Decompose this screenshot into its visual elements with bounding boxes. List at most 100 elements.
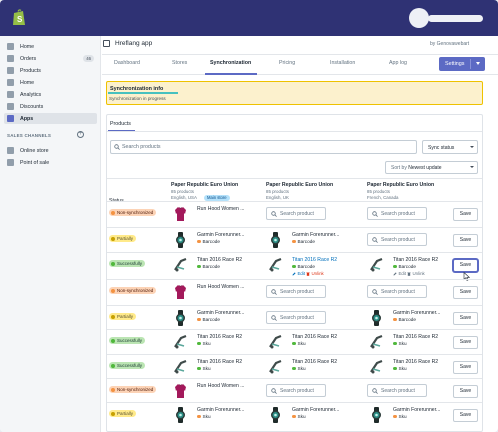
product-name: Titan 2016 Race R2 <box>393 359 439 365</box>
home-icon <box>7 79 14 86</box>
search-icon <box>372 237 378 243</box>
save-button[interactable]: Save <box>453 234 478 247</box>
identifier-dot <box>197 341 201 346</box>
trash-icon <box>306 271 310 276</box>
status-badge: Partially <box>109 235 137 242</box>
app-title: Hreflang app <box>115 40 153 47</box>
edit-label: Edit <box>398 271 407 276</box>
main-store-badge: Main store <box>204 195 230 201</box>
divider <box>107 131 482 132</box>
product-identifier: Sku <box>197 414 211 419</box>
product-name: Garmin Forerunner... <box>197 232 245 238</box>
orders-icon <box>7 55 14 62</box>
sync-banner-text: Synchronization in progress <box>109 96 166 101</box>
product-identifier: Barcode <box>197 264 220 269</box>
chevron-down-icon[interactable] <box>476 62 480 65</box>
search-product-input[interactable]: Search product <box>367 207 427 220</box>
status-label: Partially <box>117 236 134 241</box>
save-button[interactable]: Save <box>453 409 478 422</box>
active-tab-indicator <box>205 73 257 75</box>
save-button[interactable]: Save <box>453 208 478 221</box>
save-button[interactable]: Save <box>453 361 478 374</box>
search-products-input[interactable] <box>110 140 417 154</box>
status-dot <box>111 236 115 241</box>
product-identifier: Barcode <box>393 317 416 322</box>
search-product-input[interactable]: Search product <box>367 285 427 298</box>
product-name: Garmin Forerunner... <box>292 407 340 413</box>
tab-stores[interactable]: Stores <box>172 60 188 66</box>
tab-installation[interactable]: Installation <box>330 60 356 66</box>
avatar[interactable] <box>409 8 429 28</box>
tab-app-log[interactable]: App log <box>389 60 407 66</box>
product-name: Titan 2016 Race R2 <box>292 334 338 340</box>
product-name: Garmin Forerunner... <box>197 310 245 316</box>
search-product-placeholder: Search product <box>381 388 415 394</box>
search-product-input[interactable]: Search product <box>266 285 326 298</box>
product-identifier: Sku <box>292 414 306 419</box>
tab-dashboard[interactable]: Dashboard <box>114 60 140 66</box>
identifier-dot <box>197 414 201 419</box>
product-thumbnail <box>174 206 187 222</box>
analytics-icon <box>7 91 14 98</box>
sync-status-select[interactable]: Sync status <box>422 140 478 154</box>
search-product-input[interactable]: Search product <box>367 384 427 397</box>
sidebar-channel-1[interactable]: Point of sale <box>4 157 97 168</box>
sidebar-item-home[interactable]: Home <box>4 41 97 52</box>
identifier-dot <box>292 366 296 371</box>
status-label: Successfully <box>117 338 143 343</box>
edit-link[interactable]: Edit <box>292 271 305 276</box>
status-label: Successfully <box>117 363 143 368</box>
status-dot <box>111 314 115 319</box>
search-product-input[interactable]: Search product <box>266 207 326 220</box>
sales-channels-heading: SALES CHANNELS <box>7 133 52 138</box>
identifier-dot <box>197 366 201 371</box>
save-button[interactable]: Save <box>453 336 478 349</box>
search-product-input[interactable]: Search product <box>367 233 427 246</box>
pencil-icon <box>393 271 397 275</box>
sort-select[interactable]: Sort by Newest update <box>385 161 478 174</box>
sidebar-item-products[interactable]: Products <box>4 65 97 76</box>
product-thumbnail <box>269 359 282 375</box>
product-name: Run Hood Women ... <box>197 284 245 290</box>
apps-icon <box>7 115 14 122</box>
product-name[interactable]: Titan 2016 Race R2 <box>292 257 338 263</box>
account-name-placeholder[interactable] <box>428 15 483 22</box>
sidebar-item-discounts[interactable]: Discounts <box>4 101 97 112</box>
search-product-placeholder: Search product <box>280 315 314 321</box>
search-icon <box>271 289 277 295</box>
sidebar-item-analytics[interactable]: Analytics <box>4 89 97 100</box>
sidebar-item-apps[interactable]: Apps <box>4 113 97 124</box>
tab-products[interactable]: Products <box>110 121 131 127</box>
pencil-icon <box>292 271 296 275</box>
edit-link[interactable]: Edit <box>393 271 406 276</box>
unlink-link[interactable]: Unlink <box>407 271 425 276</box>
shopify-logo-icon: S <box>13 9 25 25</box>
divider <box>107 354 482 355</box>
identifier-label: Sku <box>398 341 407 346</box>
search-icon <box>372 388 378 394</box>
tab-synchronization[interactable]: Synchronization <box>210 60 252 66</box>
status-dot <box>111 411 115 416</box>
save-button[interactable]: Save <box>453 385 478 398</box>
product-name: Titan 2016 Race R2 <box>197 334 243 340</box>
divider <box>107 178 482 179</box>
save-button[interactable]: Save <box>453 259 478 272</box>
sidebar-item-label: Home <box>20 79 35 86</box>
save-button[interactable]: Save <box>453 286 478 299</box>
store-3-locale: French, Canada <box>367 195 399 200</box>
tab-pricing[interactable]: Pricing <box>279 60 296 66</box>
sidebar-item-orders[interactable]: Orders 46 <box>4 53 97 64</box>
sidebar-item-home[interactable]: Home <box>4 77 97 88</box>
settings-button[interactable]: Settings <box>439 57 485 71</box>
search-product-input[interactable]: Search product <box>266 384 326 397</box>
save-button[interactable]: Save <box>453 312 478 325</box>
status-badge: Non-synchronized <box>109 386 157 393</box>
product-identifier: Barcode <box>393 264 416 269</box>
add-channel-icon[interactable]: + <box>77 131 84 138</box>
search-product-input[interactable]: Search product <box>266 311 326 324</box>
product-identifier: Sku <box>197 341 211 346</box>
sidebar-channel-0[interactable]: Online store <box>4 145 97 156</box>
unlink-link[interactable]: Unlink <box>306 271 324 276</box>
product-thumbnail <box>174 232 187 248</box>
identifier-label: Barcode <box>202 317 220 322</box>
